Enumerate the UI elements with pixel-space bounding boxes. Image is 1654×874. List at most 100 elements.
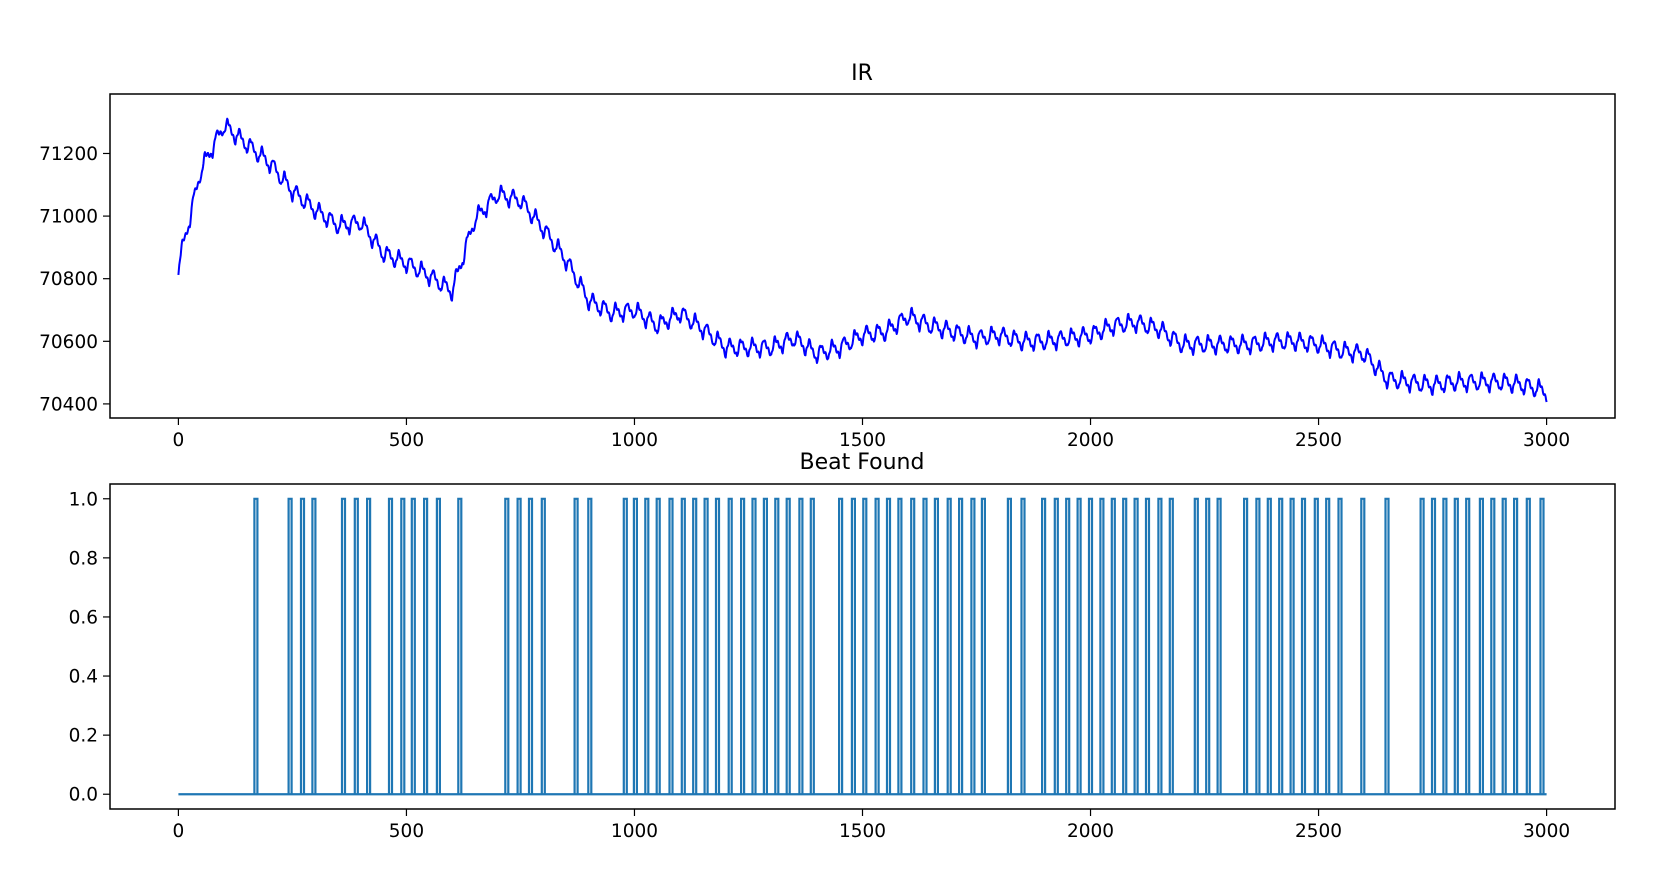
beat-spike (970, 497, 976, 795)
beat-spike (946, 497, 952, 795)
beat-y-tick-label: 1.0 (69, 489, 98, 510)
beat-spike (668, 497, 674, 795)
ir-chart-title: IR (851, 61, 873, 86)
beat-spike (1300, 497, 1307, 795)
beat-spike (410, 497, 416, 795)
ir-axes-ticks: 0 500 1000 1500 2000 2500 3000 70400 70600 70800 7… (39, 144, 1570, 451)
beat-spike (1041, 497, 1047, 795)
beat-spike (809, 497, 815, 795)
beat-spike (540, 497, 546, 795)
beat-spike (311, 497, 317, 795)
beat-spike (1360, 497, 1366, 795)
beat-spike (762, 497, 768, 795)
beat-spike (1099, 497, 1105, 795)
beat-spike (798, 497, 804, 795)
beat-spike (922, 497, 928, 795)
beat-x-tick-label: 1000 (611, 821, 658, 842)
beat-spike (1168, 497, 1174, 795)
ir-chart: IR 0 500 1000 1500 2000 2500 3000 70400 70600 708… (39, 61, 1616, 451)
beat-spike (1006, 497, 1012, 795)
beat-x-tick-label: 2500 (1295, 821, 1342, 842)
beat-spike (366, 497, 372, 795)
beat-x-tick-label: 3000 (1523, 821, 1570, 842)
beat-spike (680, 497, 686, 795)
beat-spike (1513, 497, 1519, 795)
beat-spike (1157, 497, 1163, 795)
beat-spike (714, 497, 721, 795)
ir-series-line (177, 117, 1548, 403)
beat-spike (1205, 497, 1211, 795)
beat-spike (1053, 497, 1059, 795)
beat-y-tick-label: 0.0 (69, 785, 98, 806)
beat-spike (774, 497, 780, 795)
beat-spike (587, 497, 593, 795)
ir-y-tick-label: 70400 (39, 394, 98, 415)
beat-spike (885, 497, 892, 795)
beat-spike (1216, 497, 1222, 795)
beat-spike (1525, 497, 1531, 795)
beat-spike (1289, 497, 1295, 795)
beat-spike (692, 497, 698, 795)
beat-spike (1020, 497, 1026, 795)
beat-spike (862, 497, 868, 795)
beat-spike (1384, 497, 1390, 795)
beat-spike (1419, 497, 1425, 795)
beat-spike (1243, 497, 1249, 795)
beat-x-tick-label: 1500 (839, 821, 886, 842)
ir-y-tick-label: 70600 (39, 332, 98, 353)
beat-spike (1453, 497, 1459, 795)
beat-spike (1313, 497, 1319, 795)
beat-spike (740, 497, 746, 795)
beat-spike (1193, 497, 1199, 795)
ir-x-tick-label: 1000 (611, 430, 658, 451)
beat-spike (573, 497, 579, 795)
beat-spike (644, 497, 650, 795)
ir-y-tick-label: 71000 (39, 207, 98, 228)
beat-spike (457, 497, 463, 795)
beat-found-chart: Beat Found 0 500 1000 1500 2000 2500 3000 0.0 0.… (69, 450, 1616, 842)
beat-spike (1144, 497, 1151, 795)
ir-marks (177, 117, 1548, 403)
beat-spike (1430, 497, 1437, 795)
beat-spike (400, 497, 406, 795)
beat-spike (727, 497, 733, 795)
beat-spike (980, 497, 986, 795)
ir-x-tick-label: 3000 (1523, 430, 1570, 451)
beat-x-tick-label: 500 (389, 821, 424, 842)
beat-spike (1490, 497, 1496, 795)
ir-x-tick-label: 500 (389, 430, 424, 451)
beat-spike (1122, 497, 1128, 795)
beat-spike (1539, 497, 1545, 795)
ir-x-tick-label: 2500 (1295, 430, 1342, 451)
beat-spike (1087, 497, 1094, 795)
beat-spike (1465, 497, 1471, 795)
beat-spike (1501, 497, 1507, 795)
beat-y-tick-label: 0.8 (69, 548, 98, 569)
beat-spike (850, 497, 856, 795)
beat-spike (785, 497, 791, 795)
beat-spike (516, 497, 522, 795)
beat-spike (435, 497, 441, 795)
beat-x-tick-label: 0 (173, 821, 185, 842)
ir-x-tick-label: 2000 (1067, 430, 1114, 451)
beat-spike (933, 497, 939, 795)
ir-plot-frame (109, 93, 1616, 419)
ir-x-tick-label: 1500 (839, 430, 886, 451)
beat-spike (353, 497, 359, 795)
beat-spike (897, 497, 903, 795)
beat-axes-ticks: 0 500 1000 1500 2000 2500 3000 0.0 0.2 0.4 0.6 0.8 1… (69, 489, 1571, 842)
beat-spike (1442, 497, 1448, 795)
beat-spike (1478, 497, 1484, 795)
ir-y-tick-label: 70800 (39, 269, 98, 290)
beat-x-tick-label: 2000 (1067, 821, 1114, 842)
beat-spike (910, 497, 916, 795)
beat-spike (1255, 497, 1261, 795)
beat-spike (1278, 497, 1284, 795)
beat-y-tick-label: 0.4 (69, 667, 98, 688)
beat-spike (958, 497, 964, 795)
ir-y-tick-label: 71200 (39, 144, 98, 165)
beat-spike (340, 497, 347, 795)
beat-spike (387, 497, 394, 795)
beat-spike (622, 497, 628, 795)
